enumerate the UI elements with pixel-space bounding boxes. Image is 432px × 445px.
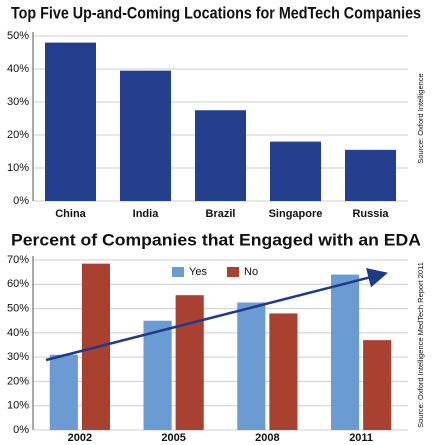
bar (120, 70, 171, 202)
legend-label: No (244, 266, 258, 278)
chart-title: Top Five Up-and-Coming Locations for Med… (11, 3, 421, 22)
bar (345, 149, 396, 201)
y-tick-label: 30% (7, 96, 29, 108)
y-tick-label: 20% (7, 129, 29, 141)
y-tick-label: 30% (7, 351, 29, 363)
bar (270, 141, 321, 201)
bar (143, 320, 172, 430)
chart-top: Top Five Up-and-Coming Locations for Med… (7, 3, 425, 219)
x-tick-label: 2011 (349, 432, 373, 444)
y-tick-label: 50% (7, 302, 29, 314)
x-tick-label: India (133, 208, 160, 220)
y-tick-label: 10% (7, 400, 29, 412)
bar (363, 340, 392, 430)
legend-swatch (227, 267, 239, 277)
y-tick-label: 0% (13, 195, 29, 207)
source-note: Source: Oxford Intelligence (416, 73, 425, 163)
bar (175, 295, 204, 430)
y-tick-label: 10% (7, 162, 29, 174)
bar (331, 274, 360, 430)
chart-bottom: Percent of Companies that Engaged with a… (7, 230, 425, 443)
x-tick-label: Singapore (269, 208, 323, 220)
x-tick-label: 2005 (161, 432, 185, 444)
y-tick-label: 70% (7, 254, 29, 266)
source-note: Source: Oxford Intelligence MedTech Repo… (416, 262, 425, 428)
x-tick-label: Russia (352, 208, 389, 220)
y-tick-label: 40% (7, 63, 29, 75)
y-tick-label: 60% (7, 278, 29, 290)
y-tick-label: 0% (13, 424, 29, 436)
x-tick-label: 2008 (255, 432, 279, 444)
x-tick-label: Brazil (206, 208, 236, 220)
chart-title: Percent of Companies that Engaged with a… (11, 230, 421, 249)
bar (45, 42, 96, 201)
bar (237, 302, 266, 430)
y-tick-label: 40% (7, 327, 29, 339)
y-tick-label: 20% (7, 375, 29, 387)
bar (269, 313, 298, 430)
x-tick-label: China (55, 208, 86, 220)
bar (195, 110, 246, 201)
trend-arrow (45, 268, 388, 362)
legend-label: Yes (189, 266, 207, 278)
bar (49, 354, 78, 430)
y-tick-label: 50% (7, 30, 29, 42)
legend-swatch (172, 267, 184, 277)
x-tick-label: 2002 (68, 432, 92, 444)
